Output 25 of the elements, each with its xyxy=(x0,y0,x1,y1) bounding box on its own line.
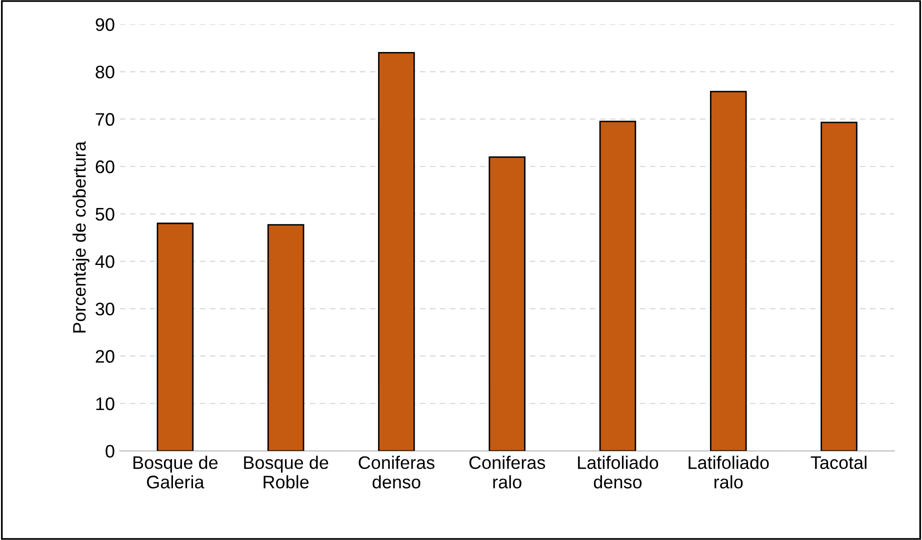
y-tick-label: 50 xyxy=(96,208,114,221)
bar xyxy=(710,90,747,451)
bar xyxy=(820,122,858,451)
y-tick-label: 20 xyxy=(96,350,114,363)
y-tick-label: 40 xyxy=(95,255,114,268)
y-tick-label: 80 xyxy=(96,66,114,78)
y-tick-label: 0 xyxy=(106,444,114,458)
x-tick-label: Latifoliado denso xyxy=(578,456,658,488)
y-tick-label: 30 xyxy=(96,302,114,316)
x-tick-label: Coniferas denso xyxy=(358,456,434,488)
y-tick-label: 60 xyxy=(96,160,114,174)
x-tick-label: Tacotal xyxy=(810,456,866,470)
x-tick-label: Coniferas ralo xyxy=(469,456,546,488)
y-tick-label: 90 xyxy=(96,18,114,32)
bar xyxy=(267,224,304,451)
y-axis-title: Porcentaje de cobertura xyxy=(72,141,90,332)
y-tick-label: 10 xyxy=(96,397,114,410)
y-tick-label: 70 xyxy=(96,113,114,126)
x-tick-label: Latifoliado ralo xyxy=(688,456,769,488)
x-tick-label: Bosque de Galeria xyxy=(133,456,218,488)
x-tick-label: Bosque de Roble xyxy=(244,456,328,488)
bar xyxy=(156,222,194,451)
bar xyxy=(378,52,415,451)
bar xyxy=(488,156,526,451)
bar xyxy=(599,120,636,451)
